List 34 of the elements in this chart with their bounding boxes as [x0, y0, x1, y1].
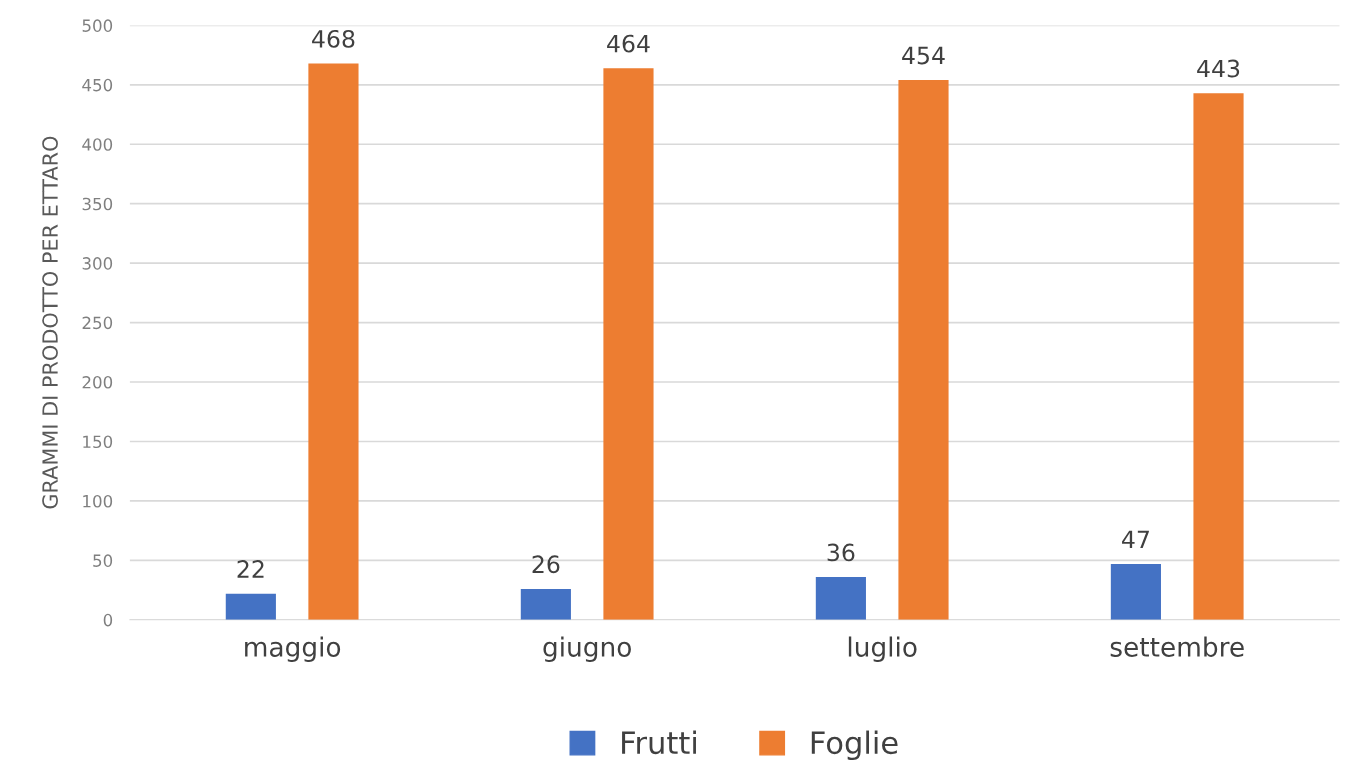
- data-label: 47: [1122, 530, 1149, 548]
- y-tick-label: 300: [82, 257, 113, 270]
- bar: [1193, 93, 1244, 620]
- x-tick-label: settembre: [1110, 636, 1244, 657]
- bar: [898, 80, 949, 620]
- y-tick-label: 500: [82, 19, 113, 32]
- y-tick-label: 200: [82, 376, 113, 389]
- y-tick-label: 250: [82, 316, 113, 330]
- data-label: 36: [827, 543, 855, 562]
- data-label: 26: [532, 555, 560, 574]
- y-tick-label: 150: [83, 435, 113, 449]
- y-axis-title: GRAMMI DI PRODOTTO PER ETTARO: [42, 136, 58, 509]
- legend-label: Foglie: [811, 730, 898, 761]
- data-label: 454: [902, 46, 945, 65]
- data-label: 468: [312, 29, 355, 48]
- data-label: 22: [237, 560, 264, 578]
- y-tick-label: 400: [82, 138, 113, 151]
- bar: [1110, 563, 1161, 620]
- data-label: 464: [607, 34, 650, 53]
- bar: [520, 588, 571, 620]
- y-tick-label: 50: [93, 554, 113, 567]
- y-tick-label: 100: [83, 494, 113, 508]
- y-tick-label: 350: [82, 197, 113, 211]
- bar: [225, 593, 276, 620]
- legend-label: Frutti: [622, 730, 696, 755]
- data-label: 443: [1197, 59, 1240, 78]
- x-tick-label: luglio: [848, 636, 917, 663]
- x-tick-label: maggio: [245, 636, 341, 663]
- bar: [815, 577, 866, 620]
- x-tick-label: giugno: [543, 636, 631, 663]
- y-tick-label: 0: [103, 613, 113, 627]
- bar: [308, 63, 359, 620]
- y-tick-label: 450: [82, 78, 113, 92]
- bar: [603, 68, 654, 620]
